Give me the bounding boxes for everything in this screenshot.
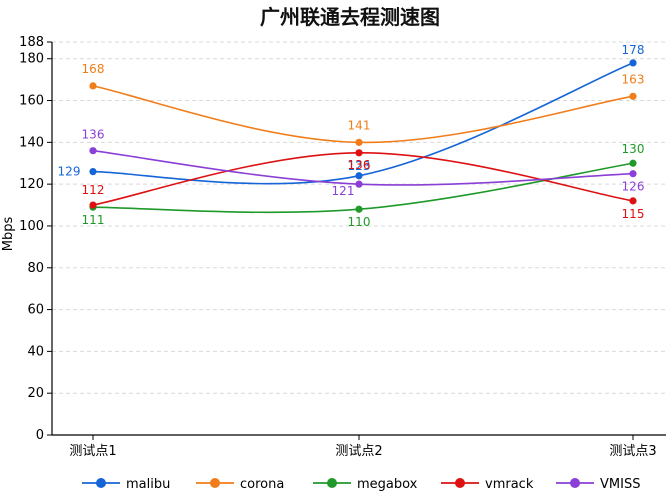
legend-label: VMISS [600, 477, 640, 492]
series-malibu: 129 123 178 [58, 43, 645, 185]
y-tick-label: 160 [19, 94, 44, 109]
legend-item-vmiss: VMISS [556, 477, 640, 492]
data-point [355, 180, 363, 188]
axes: 0 20 40 60 80 100 120 140 160 180 188 测试点1 测试点2 测试点3 [19, 35, 666, 459]
series-megabox: 111 110 130 [82, 142, 645, 229]
data-point [355, 138, 363, 146]
data-label: 110 [348, 215, 371, 229]
legend-marker [210, 478, 220, 488]
legend-label: megabox [357, 477, 418, 492]
data-label: 121 [332, 184, 355, 198]
data-label: 112 [82, 183, 105, 197]
data-label: 141 [348, 118, 371, 132]
y-tick-label: 80 [27, 261, 44, 276]
y-tick-label: 60 [27, 303, 44, 318]
data-point [355, 205, 363, 213]
series-vmiss: 136 121 126 [82, 128, 645, 198]
y-tick-label: 20 [27, 386, 44, 401]
y-tick-label: 188 [19, 35, 44, 50]
data-point [89, 147, 97, 155]
series-vmrack: 112 136 115 [82, 149, 645, 221]
x-tick-label: 测试点2 [335, 444, 382, 459]
data-point [629, 59, 637, 67]
data-point [89, 82, 97, 90]
y-tick-label: 40 [27, 344, 44, 359]
x-tick-label: 测试点3 [609, 444, 656, 459]
y-tick-label: 140 [19, 135, 44, 150]
legend-label: vmrack [485, 477, 534, 492]
y-tick-label: 100 [19, 219, 44, 234]
data-point [89, 201, 97, 209]
legend-label: corona [240, 477, 284, 492]
y-tick-label: 120 [19, 177, 44, 192]
legend-marker [570, 478, 580, 488]
data-point [629, 92, 637, 100]
data-point [629, 197, 637, 205]
data-label: 129 [58, 165, 81, 179]
chart-title: 广州联通去程测速图 [260, 5, 440, 29]
legend-item-vmrack: vmrack [441, 477, 534, 492]
data-label: 130 [622, 142, 645, 156]
legend-label: malibu [126, 477, 170, 492]
legend-marker [455, 478, 465, 488]
legend-marker [327, 478, 337, 488]
data-point [355, 172, 363, 180]
data-label: 115 [622, 207, 645, 221]
series-corona: 168 141 163 [82, 62, 645, 146]
data-label: 178 [622, 43, 645, 57]
data-label: 136 [82, 128, 105, 142]
data-point [355, 149, 363, 157]
data-label: 126 [622, 180, 645, 194]
data-label: 123 [348, 159, 371, 173]
y-tick-label: 180 [19, 52, 44, 67]
legend-item-malibu: malibu [82, 477, 170, 492]
legend-item-corona: corona [196, 477, 284, 492]
data-point [629, 159, 637, 167]
legend-item-megabox: megabox [313, 477, 418, 492]
legend-marker [96, 478, 106, 488]
data-label: 136 [348, 158, 371, 172]
data-label: 163 [622, 72, 645, 86]
y-axis-label: Mbps [1, 217, 16, 252]
data-point [89, 168, 97, 176]
data-point [629, 170, 637, 178]
legend: malibu corona megabox vmrack VMISS [82, 477, 640, 492]
x-tick-label: 测试点1 [69, 444, 116, 459]
series-line [92, 85, 634, 144]
data-label: 111 [82, 213, 105, 227]
y-tick-label: 0 [36, 428, 44, 443]
data-label: 168 [82, 62, 105, 76]
